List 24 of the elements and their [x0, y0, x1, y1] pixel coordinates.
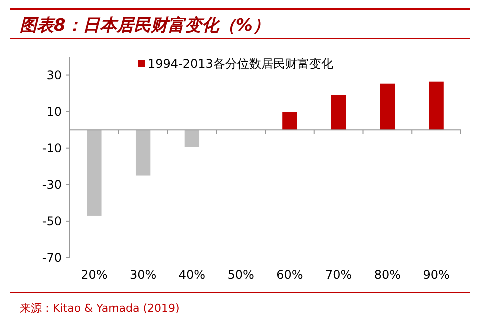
- x-tick-label: 50%: [228, 268, 254, 282]
- x-tick-label: 20%: [81, 268, 108, 282]
- bar: [136, 130, 151, 176]
- y-tick-label: 10: [46, 104, 62, 119]
- bar: [282, 112, 298, 130]
- y-tick-label: -30: [42, 178, 62, 192]
- source-note: 来源：Kitao & Yamada (2019): [20, 302, 180, 315]
- y-tick-label: 30: [46, 68, 62, 82]
- x-tick-label: 40%: [178, 268, 206, 282]
- legend-label: 1994-2013各分位数居民财富变化: [148, 57, 334, 71]
- bar: [184, 130, 200, 148]
- bar: [87, 130, 102, 216]
- x-tick-label: 30%: [130, 268, 157, 282]
- bar: [380, 84, 396, 130]
- bar: [331, 95, 346, 130]
- y-tick-label: -50: [42, 214, 62, 228]
- x-tick-label: 70%: [325, 268, 352, 282]
- chart-title: 图表8：日本居民财富变化（%）: [20, 16, 270, 36]
- bar: [429, 82, 444, 130]
- y-tick-label: -10: [42, 141, 62, 156]
- y-tick-label: -70: [42, 251, 62, 265]
- x-tick-label: 90%: [423, 268, 450, 282]
- x-tick-label: 60%: [276, 268, 304, 282]
- x-tick-label: 80%: [374, 268, 402, 282]
